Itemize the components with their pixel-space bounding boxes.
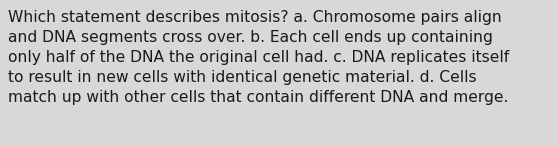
Text: Which statement describes mitosis? a. Chromosome pairs align
and DNA segments cr: Which statement describes mitosis? a. Ch… <box>8 10 509 105</box>
